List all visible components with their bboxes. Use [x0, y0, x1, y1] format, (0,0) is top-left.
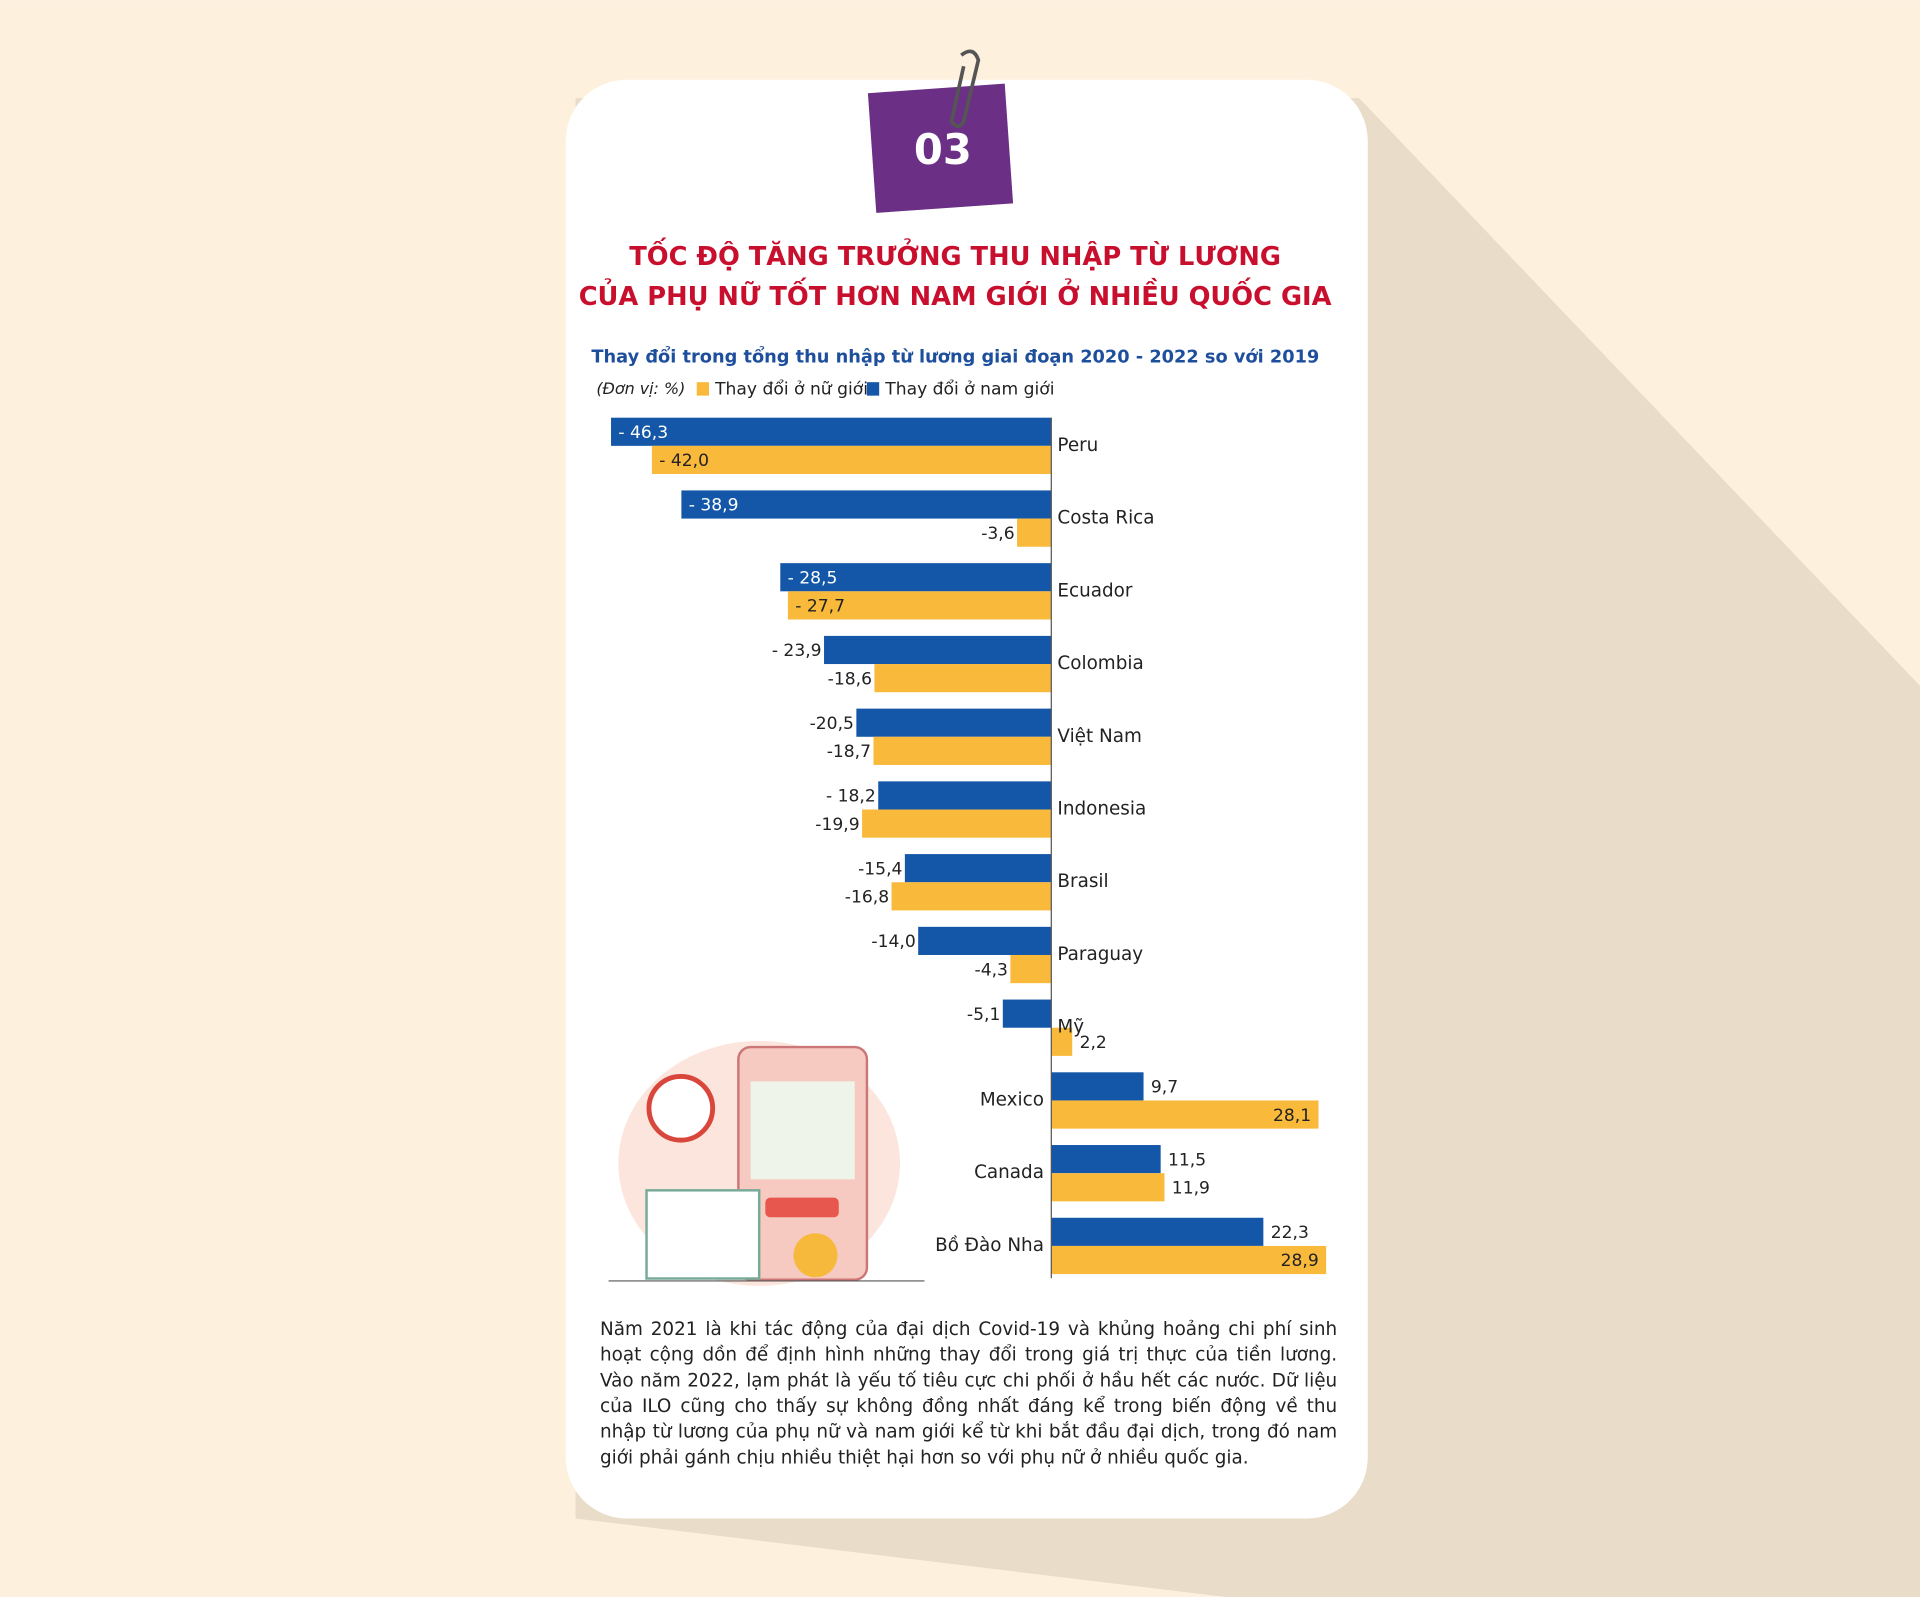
value-label: - 27,7 — [795, 597, 845, 617]
bar — [873, 736, 1052, 765]
bar — [1017, 518, 1052, 547]
bar — [1010, 954, 1052, 984]
bar — [1051, 1145, 1161, 1174]
value-label: -16,8 — [845, 888, 889, 908]
legend-swatch — [866, 382, 880, 396]
bar — [862, 809, 1052, 838]
bar — [904, 854, 1052, 883]
pay-button — [765, 1197, 839, 1218]
bar — [1051, 1217, 1264, 1246]
bar — [824, 635, 1052, 665]
coin — [793, 1233, 838, 1278]
category-label: Costa Rica — [1057, 508, 1154, 529]
value-label: - 46,3 — [618, 423, 668, 443]
category-label: Peru — [1057, 435, 1098, 456]
bar — [1051, 1072, 1144, 1101]
value-label: -19,9 — [815, 815, 859, 835]
bar — [878, 781, 1052, 810]
bar — [651, 445, 1052, 475]
bar — [1051, 1100, 1319, 1129]
category-label: Bồ Đào Nha — [935, 1235, 1044, 1256]
bar — [780, 563, 1052, 592]
category-label: Indonesia — [1057, 799, 1146, 820]
value-label: - 28,5 — [788, 568, 838, 588]
value-label: 11,9 — [1172, 1179, 1210, 1199]
value-label: -15,4 — [858, 859, 902, 879]
bar — [787, 591, 1052, 620]
category-label: Brasil — [1057, 871, 1108, 892]
value-label: -18,6 — [828, 669, 872, 689]
value-label: - 38,9 — [689, 496, 739, 516]
note-paper — [867, 83, 1014, 213]
bar — [1051, 1027, 1073, 1056]
value-label: -20,5 — [810, 714, 854, 734]
badge: 03 — [914, 125, 972, 174]
value-label: - 18,2 — [826, 787, 876, 807]
body-text: Năm 2021 là khi tác động của đại dịch Co… — [600, 1317, 1338, 1469]
category-label: Việt Nam — [1057, 726, 1141, 747]
bar — [856, 708, 1052, 737]
value-label: 28,9 — [1281, 1251, 1319, 1271]
value-label: 11,5 — [1168, 1150, 1206, 1170]
legend-swatch — [696, 382, 709, 396]
screen — [750, 1081, 855, 1180]
category-label: Ecuador — [1057, 580, 1132, 601]
category-label: Colombia — [1057, 653, 1143, 674]
value-label: 22,3 — [1271, 1223, 1309, 1243]
value-label: 9,7 — [1151, 1078, 1178, 1098]
note — [867, 83, 1014, 213]
category-label: Paraguay — [1057, 944, 1143, 965]
illustration — [608, 1040, 925, 1286]
title-line: TỐC ĐỘ TĂNG TRƯỞNG THU NHẬP TỪ LƯƠNG — [629, 236, 1281, 272]
bar — [1002, 999, 1052, 1028]
bar — [611, 417, 1052, 446]
value-label: -14,0 — [871, 932, 915, 952]
category-label: Canada — [974, 1162, 1044, 1183]
bar — [918, 926, 1052, 955]
bar — [874, 664, 1052, 693]
value-label: -5,1 — [967, 1005, 1000, 1025]
title-line: CỦA PHỤ NỮ TỐT HƠN NAM GIỚI Ở NHIỀU QUỐC… — [579, 276, 1332, 312]
category-label: Mexico — [980, 1089, 1044, 1110]
value-label: - 42,0 — [659, 451, 709, 471]
bar — [1051, 1245, 1327, 1275]
bar — [681, 490, 1052, 519]
value-label: - 23,9 — [772, 641, 822, 661]
value-label: 2,2 — [1080, 1033, 1107, 1053]
legend-label: Thay đổi ở nam giới — [884, 379, 1054, 400]
paperclip — [949, 49, 981, 129]
body: Năm 2021 là khi tác động của đại dịch Co… — [600, 1317, 1338, 1469]
bar — [891, 882, 1052, 911]
value-label: -4,3 — [975, 960, 1008, 980]
value-label: -18,7 — [827, 742, 871, 762]
value-label: -3,6 — [981, 524, 1014, 544]
category-label: Mỹ — [1057, 1017, 1084, 1038]
subtitle: Thay đổi trong tổng thu nhập từ lương gi… — [591, 346, 1319, 368]
calendar — [645, 1189, 761, 1280]
unit: (Đơn vị: %) — [596, 379, 685, 398]
legend-label: Thay đổi ở nữ giới — [714, 379, 868, 400]
clock — [646, 1074, 716, 1143]
bar — [1051, 1173, 1165, 1202]
value-label: 28,1 — [1273, 1106, 1311, 1126]
